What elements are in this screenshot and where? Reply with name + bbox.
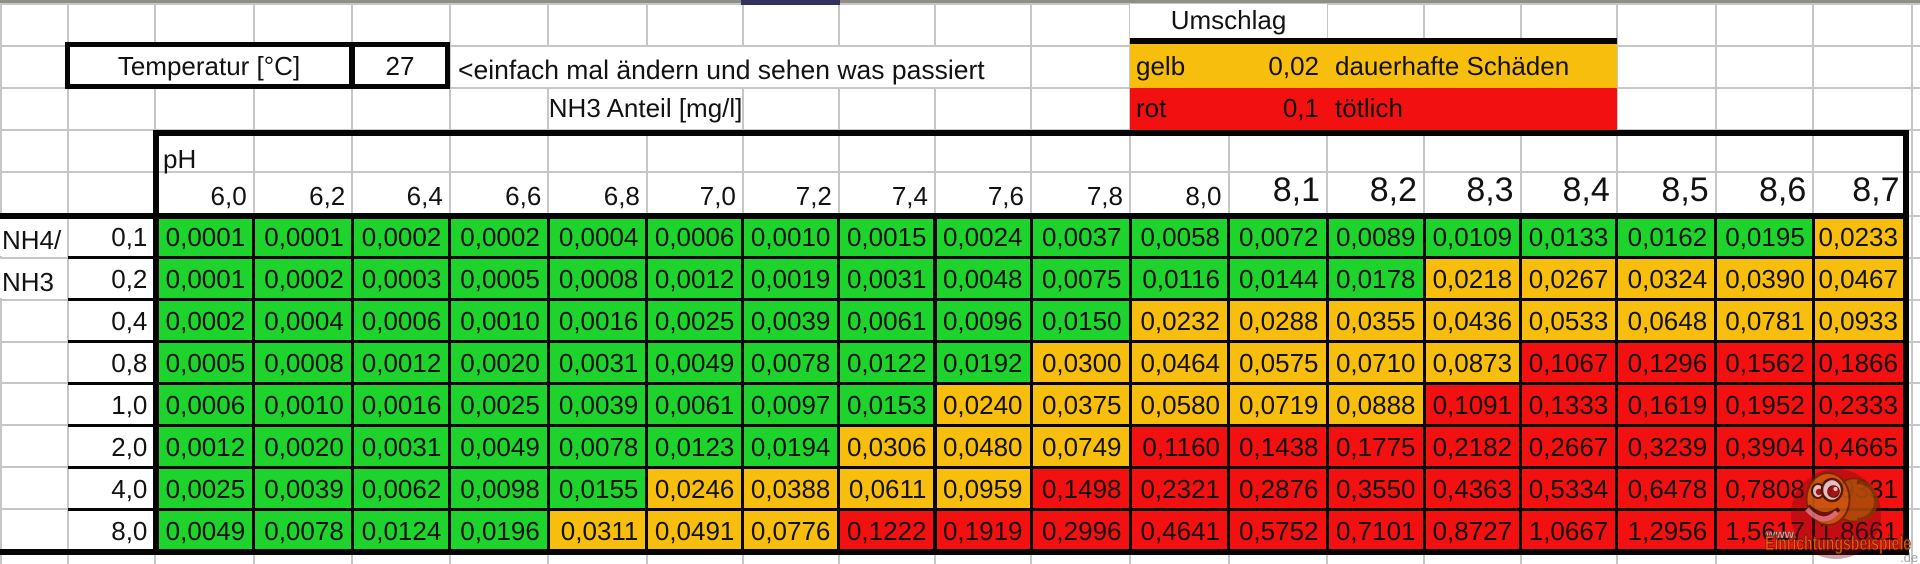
svg-text:.de: .de	[1900, 550, 1918, 564]
svg-text:Einrichtungsbeispiele: Einrichtungsbeispiele	[1765, 533, 1911, 555]
svg-text:www.: www.	[1765, 527, 1797, 541]
